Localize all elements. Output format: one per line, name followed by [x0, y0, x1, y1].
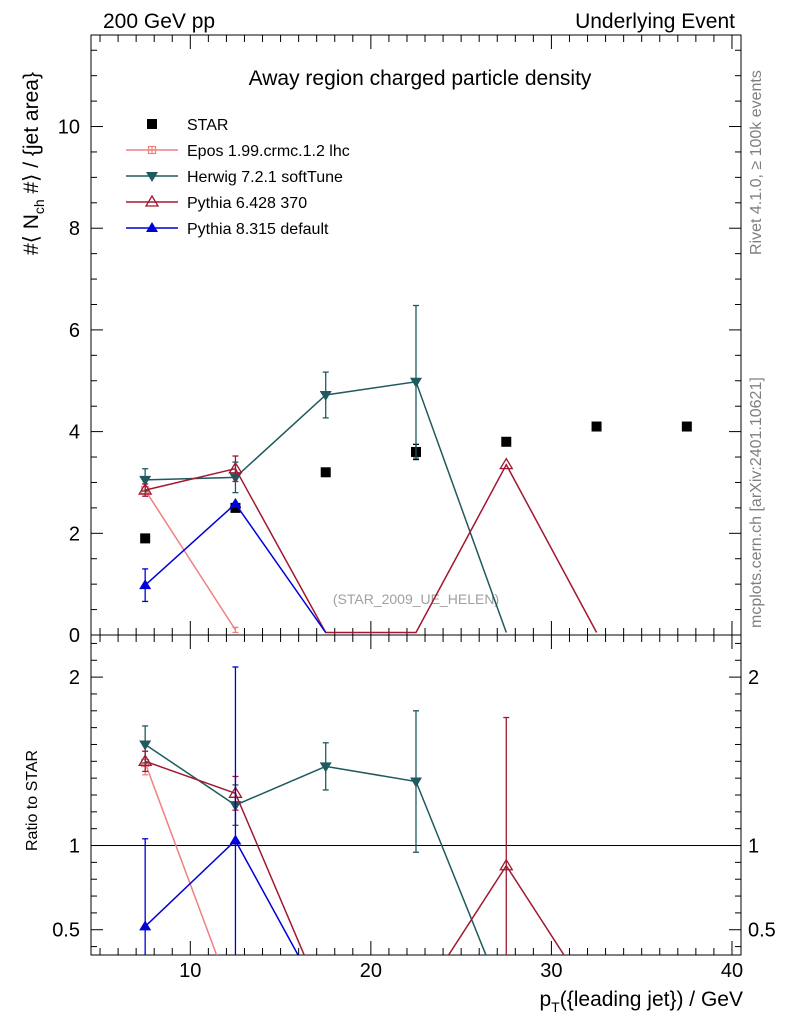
main-series-3-point-4: [499, 457, 514, 470]
ratio-series-2-line: [144, 760, 565, 955]
ratio-series-1-point-0: [139, 740, 152, 751]
ratio-series-2-point-4: [499, 858, 514, 871]
main-series-0-point-0: [140, 533, 151, 544]
legend-item-3: Pythia 6.428 370: [126, 194, 307, 212]
legend-marker-4: [146, 222, 158, 232]
legend-item-0: STAR: [147, 117, 228, 134]
main-series-0-point-5: [591, 421, 602, 432]
ratio-series-1-point-2: [319, 762, 332, 773]
mcplots-label: mcplots.cern.ch [arXiv:2401.10621]: [748, 377, 765, 628]
ratio-xtick-label: 40: [721, 960, 743, 982]
ratio-xtick-label: 20: [360, 960, 382, 982]
main-series-0-point-2: [320, 467, 331, 478]
ratio-ytick-label-right: 1: [748, 836, 759, 858]
legend-item-2: Herwig 7.2.1 softTune: [126, 169, 343, 186]
legend-marker-2: [146, 172, 158, 182]
legend-label-1: Epos 1.99.crmc.1.2 lhc: [187, 143, 350, 160]
watermark: (STAR_2009_UE_HELEN): [333, 591, 499, 607]
ratio-series-3-point-0: [139, 920, 152, 931]
main-y-ticks: 0 2 4 6 8 10: [58, 49, 741, 647]
ratio-ytick-label-left: 0.5: [52, 920, 80, 942]
ratio-ytick-label-right: 0.5: [748, 920, 776, 942]
legend-marker-3: [144, 194, 160, 207]
main-series-4-point-1: [229, 497, 242, 508]
main-series-2-point-0: [139, 475, 152, 486]
rivet-label: Rivet 4.1.0, ≥ 100k events: [748, 70, 765, 255]
legend-marker-0: [147, 119, 157, 129]
main-y-label: #⟨ Nch #⟩ / {jet area}: [20, 72, 47, 255]
main-series-3-point-0: [138, 482, 153, 495]
ratio-xtick-label: 10: [179, 960, 201, 982]
main-series-3-line: [145, 463, 598, 634]
ratio-ytick-label-right: 2: [748, 667, 759, 689]
legend-label-0: STAR: [187, 117, 228, 134]
main-y-label-post: #⟩ / {jet area}: [20, 72, 43, 199]
ratio-y-label: Ratio to STAR: [24, 750, 41, 851]
main-series-0-point-4: [501, 436, 512, 447]
legend-marker-1: [147, 145, 157, 155]
x-axis-label: pT({leading jet}) / GeV: [539, 988, 743, 1015]
main-series-1: [141, 483, 239, 634]
main-series-4-line: [144, 502, 327, 633]
ratio-x-ticks: 10 20 30 40: [99, 635, 743, 982]
main-title: Away region charged particle density: [249, 67, 592, 90]
main-series-4-point-0: [139, 579, 152, 590]
ratio-series-1-point-3: [410, 777, 422, 788]
ratio-series-3-point-1: [229, 834, 242, 845]
main-ytick-label: 10: [58, 117, 80, 139]
main-y-label-sub: ch: [31, 199, 47, 214]
ratio-series-3: [139, 666, 299, 955]
legend-label-2: Herwig 7.2.1 softTune: [187, 169, 343, 186]
ratio-series: [138, 666, 565, 955]
ratio-y-ticks: 0.5 0.5 1 1 2 2: [52, 642, 776, 948]
legend-label-3: Pythia 6.428 370: [187, 195, 307, 212]
legend-item-1: Epos 1.99.crmc.1.2 lhc: [126, 143, 350, 160]
main-series-3: [138, 455, 598, 634]
legend: STAR Epos 1.99.crmc.1.2 lhc Herwig 7.2.1 s…: [126, 117, 350, 238]
ratio-ytick-label-left: 1: [69, 836, 80, 858]
main-ytick-label: 0: [69, 625, 80, 647]
main-x-ticks: [99, 35, 733, 635]
ratio-series-2-point-0: [138, 754, 153, 766]
header-right: Underlying Event: [575, 10, 735, 33]
main-series: [138, 304, 692, 634]
main-series-4: [139, 497, 327, 633]
legend-label-4: Pythia 8.315 default: [187, 221, 329, 238]
main-ytick-label: 2: [69, 523, 80, 545]
main-panel: 0 2 4 6 8 10 Away region charged particle den…: [20, 34, 742, 647]
main-ytick-label: 6: [69, 320, 80, 342]
x-axis-label-post: ({leading jet}) / GeV: [560, 988, 743, 1011]
legend-item-4: Pythia 8.315 default: [126, 221, 329, 238]
main-y-label-pre: #⟨ N: [20, 214, 43, 255]
main-series-3-point-1: [228, 461, 243, 474]
ratio-panel: 0.5 0.5 1 1 2 2 10 20 30 40 Ratio to STAR pT({le…: [24, 634, 776, 1015]
main-series-0-point-6: [681, 421, 692, 432]
main-series-2-point-3: [410, 377, 422, 388]
x-axis-label-pre: p: [539, 988, 551, 1011]
main-series-0-point-1: [230, 502, 241, 513]
main-series-2-point-2: [319, 391, 332, 401]
header-left: 200 GeV pp: [103, 10, 215, 33]
ratio-xtick-label: 30: [540, 960, 562, 982]
x-axis-label-sub: T: [551, 999, 560, 1015]
main-series-1-line: [144, 489, 237, 631]
ratio-ytick-label-left: 2: [69, 667, 80, 689]
main-ytick-label: 4: [69, 422, 80, 444]
main-ytick-label: 8: [69, 218, 80, 240]
